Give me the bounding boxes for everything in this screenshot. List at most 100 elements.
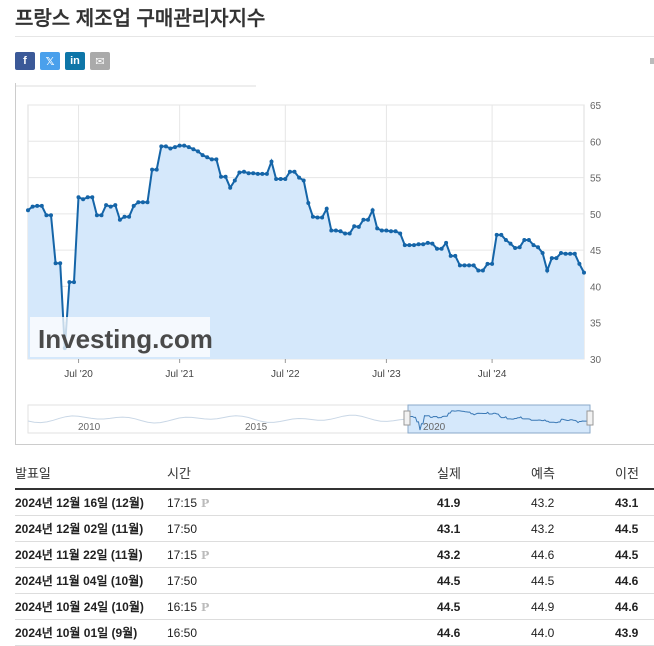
data-point[interactable] xyxy=(251,171,256,176)
data-point[interactable] xyxy=(49,213,53,218)
data-point[interactable] xyxy=(30,204,35,209)
data-point[interactable] xyxy=(384,228,389,233)
data-point[interactable] xyxy=(577,261,582,266)
data-point[interactable] xyxy=(127,214,132,219)
data-point[interactable] xyxy=(310,214,315,219)
data-point[interactable] xyxy=(39,203,44,208)
email-icon[interactable]: ✉ xyxy=(90,52,110,70)
data-point[interactable] xyxy=(182,143,187,148)
data-point[interactable] xyxy=(375,226,380,231)
data-point[interactable] xyxy=(260,171,265,176)
data-point[interactable] xyxy=(283,177,288,181)
data-point[interactable] xyxy=(90,195,95,200)
data-point[interactable] xyxy=(402,243,407,248)
data-point[interactable] xyxy=(58,261,63,266)
data-point[interactable] xyxy=(154,167,159,172)
data-point[interactable] xyxy=(237,170,242,175)
data-point[interactable] xyxy=(338,229,343,234)
data-point[interactable] xyxy=(209,157,214,162)
data-point[interactable] xyxy=(526,238,531,242)
twitter-icon[interactable]: 𝕏 xyxy=(40,52,60,70)
data-point[interactable] xyxy=(177,143,182,148)
data-point[interactable] xyxy=(485,261,490,266)
data-point[interactable] xyxy=(517,245,522,250)
data-point[interactable] xyxy=(219,174,223,179)
data-point[interactable] xyxy=(168,146,173,151)
data-point[interactable] xyxy=(297,175,302,180)
data-point[interactable] xyxy=(572,251,577,256)
data-point[interactable] xyxy=(536,245,540,250)
data-point[interactable] xyxy=(444,240,449,245)
data-point[interactable] xyxy=(72,280,76,285)
data-point[interactable] xyxy=(343,231,348,236)
data-point[interactable] xyxy=(301,178,306,183)
data-point[interactable] xyxy=(480,268,485,273)
data-point[interactable] xyxy=(67,280,72,285)
data-point[interactable] xyxy=(476,268,481,273)
data-point[interactable] xyxy=(490,261,495,266)
data-point[interactable] xyxy=(163,144,168,149)
data-point[interactable] xyxy=(242,169,246,174)
data-point[interactable] xyxy=(393,229,398,234)
data-point[interactable] xyxy=(568,251,573,256)
data-point[interactable] xyxy=(366,217,370,222)
data-point[interactable] xyxy=(333,228,338,233)
data-point[interactable] xyxy=(499,232,504,237)
preliminary-icon[interactable]: P xyxy=(201,496,210,510)
header-forecast[interactable]: 예측 xyxy=(531,457,615,490)
data-point[interactable] xyxy=(407,243,412,248)
data-point[interactable] xyxy=(136,200,141,205)
data-point[interactable] xyxy=(540,251,545,255)
preliminary-icon[interactable]: P xyxy=(201,600,210,614)
data-point[interactable] xyxy=(53,261,58,266)
data-point[interactable] xyxy=(457,263,462,268)
data-point[interactable] xyxy=(94,213,99,218)
navigator-handle-right[interactable] xyxy=(586,410,594,426)
data-point[interactable] xyxy=(76,195,81,200)
data-point[interactable] xyxy=(582,270,586,275)
data-point[interactable] xyxy=(531,243,536,248)
navigator-handle-left[interactable] xyxy=(403,410,411,426)
data-point[interactable] xyxy=(508,241,513,246)
data-point[interactable] xyxy=(412,243,416,248)
data-point[interactable] xyxy=(104,203,109,208)
data-point[interactable] xyxy=(430,241,435,246)
data-point[interactable] xyxy=(513,246,518,250)
data-point[interactable] xyxy=(232,178,237,183)
data-point[interactable] xyxy=(503,238,508,242)
data-point[interactable] xyxy=(370,208,375,213)
data-point[interactable] xyxy=(186,145,191,150)
data-point[interactable] xyxy=(159,144,164,149)
data-point[interactable] xyxy=(462,263,467,268)
preliminary-icon[interactable]: P xyxy=(201,548,210,562)
data-point[interactable] xyxy=(140,200,145,205)
data-point[interactable] xyxy=(278,177,283,181)
data-point[interactable] xyxy=(99,213,104,218)
data-point[interactable] xyxy=(389,229,393,234)
data-point[interactable] xyxy=(287,169,292,174)
data-point[interactable] xyxy=(435,246,439,251)
data-point[interactable] xyxy=(425,240,430,245)
data-point[interactable] xyxy=(361,217,366,222)
data-point[interactable] xyxy=(545,268,550,273)
data-point[interactable] xyxy=(320,215,325,220)
data-point[interactable] xyxy=(223,174,228,179)
data-point[interactable] xyxy=(117,217,122,222)
data-point[interactable] xyxy=(379,228,384,233)
data-point[interactable] xyxy=(191,147,196,152)
data-point[interactable] xyxy=(274,177,279,181)
data-point[interactable] xyxy=(269,159,274,164)
header-date[interactable]: 발표일 xyxy=(15,457,167,490)
data-point[interactable] xyxy=(108,204,113,209)
header-time[interactable]: 시간 xyxy=(167,457,437,490)
data-point[interactable] xyxy=(329,228,334,233)
data-point[interactable] xyxy=(315,215,320,220)
data-point[interactable] xyxy=(559,251,563,255)
data-point[interactable] xyxy=(113,203,118,208)
data-point[interactable] xyxy=(292,169,297,174)
data-point[interactable] xyxy=(264,171,269,176)
data-point[interactable] xyxy=(145,200,150,205)
data-point[interactable] xyxy=(246,171,251,176)
data-point[interactable] xyxy=(448,253,453,258)
data-point[interactable] xyxy=(81,197,86,202)
